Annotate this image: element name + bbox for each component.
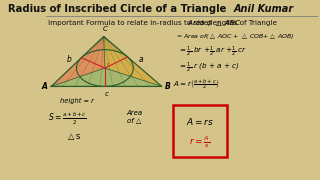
Text: Area $\phi$ $\triangle$ ABC: Area $\phi$ $\triangle$ ABC [187,18,241,28]
Text: c: c [105,91,108,97]
Text: $A = rs$: $A = rs$ [186,116,214,127]
Text: = Area of($\triangle$ AOC + $\triangle$ COB+$\triangle$ AOB): = Area of($\triangle$ AOC + $\triangle$ … [176,32,294,41]
Text: $A = r\left(\frac{a+b+c}{2}\right)$: $A = r\left(\frac{a+b+c}{2}\right)$ [173,77,220,91]
Text: C: C [103,26,108,32]
Text: Radius of Inscribed Circle of a Triangle: Radius of Inscribed Circle of a Triangle [8,4,227,14]
Text: a: a [139,55,143,64]
Polygon shape [51,36,105,86]
Text: $= \frac{1}{2}$ br $+\frac{1}{2}$ ar $+\frac{1}{2}$ cr: $= \frac{1}{2}$ br $+\frac{1}{2}$ ar $+\… [178,44,248,59]
Text: Area
of △: Area of △ [126,110,142,123]
Text: $\triangle$s: $\triangle$s [66,131,81,142]
Text: height = r: height = r [60,98,93,104]
Text: b: b [67,55,72,64]
Polygon shape [51,68,162,86]
Text: Anil Kumar: Anil Kumar [234,4,294,14]
Text: B: B [164,82,170,91]
Text: $S = \frac{a+b+c}{2}$: $S = \frac{a+b+c}{2}$ [48,111,87,127]
Text: A: A [41,82,47,91]
Text: $= \frac{1}{2}$ r (b + a + c): $= \frac{1}{2}$ r (b + a + c) [178,60,240,75]
Text: r: r [106,62,109,67]
FancyBboxPatch shape [173,105,227,157]
Text: $r = \frac{A}{s}$: $r = \frac{A}{s}$ [189,134,210,150]
Polygon shape [104,36,162,86]
Text: Important Formula to relate in-radius to side lengths of Triangle: Important Formula to relate in-radius to… [48,20,277,26]
